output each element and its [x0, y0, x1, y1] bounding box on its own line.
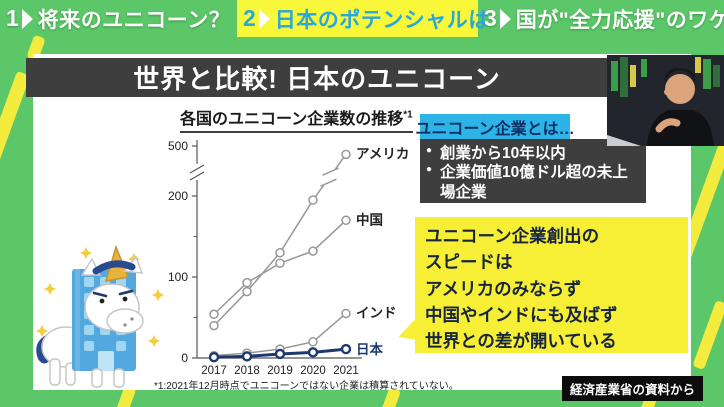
chart-title: 各国のユニコーン企業数の推移*1: [180, 105, 413, 133]
chevron-right-icon: [258, 8, 270, 29]
chevron-right-icon: [499, 8, 511, 29]
stripe-decoration: [692, 300, 724, 370]
svg-text:2019: 2019: [267, 365, 293, 377]
svg-text:100: 100: [168, 270, 188, 284]
presenter-illustration: [607, 55, 724, 146]
svg-text:500: 500: [168, 139, 188, 153]
tab-label: 将来のユニコーン？: [37, 8, 231, 32]
definition-item: 創業から10年以内: [426, 144, 640, 163]
svg-text:200: 200: [168, 189, 188, 203]
tab-future-unicorn[interactable]: 1 将来のユニコーン？: [0, 0, 237, 37]
unicorn-building-icon: [30, 233, 170, 398]
svg-text:日本: 日本: [356, 341, 383, 357]
callout-line: アメリカのみならず: [425, 278, 582, 299]
page-title-bar: 世界と比較! 日本のユニコーン: [26, 58, 608, 97]
tab-number: 3: [484, 5, 497, 31]
tab-number: 2: [243, 5, 256, 31]
callout-line: ユニコーン企業創出の: [425, 226, 600, 246]
page-title: 世界と比較! 日本のユニコーン: [133, 64, 501, 94]
chart-footnote: *1:2021年12月時点でユニコーンではない企業は積算されていない。: [154, 381, 459, 392]
topic-tab-bar: 1 将来のユニコーン？ 2 日本のポテンシャルは 3 国が"全力応援"のワケ: [0, 0, 724, 37]
svg-text:中国: 中国: [356, 211, 383, 227]
tab-government-support[interactable]: 3 国が"全力応援"のワケ: [478, 0, 724, 37]
chart-title-footnote-mark: *1: [403, 109, 413, 121]
source-badge: 経済産業省の資料から: [562, 376, 704, 401]
callout-line: 中国やインドにも及ばず: [425, 304, 618, 325]
tab-japan-potential[interactable]: 2 日本のポテンシャルは: [237, 0, 489, 37]
svg-text:2020: 2020: [300, 365, 326, 377]
definition-list: 創業から10年以内 企業価値10億ドル超の未上場企業: [426, 144, 640, 202]
callout-bubble: ユニコーン企業創出の スピードはアメリカのみならず中国やインドにも及ばず 世界との差…: [415, 217, 688, 353]
svg-text:2021: 2021: [333, 365, 359, 377]
svg-text:2018: 2018: [234, 365, 260, 377]
svg-text:インド: インド: [356, 305, 397, 320]
svg-text:0: 0: [181, 351, 188, 365]
unicorn-count-line-chart: 0 100 200 500 2017 2018 2019 2020 2021 アメリカ中国インド日…: [168, 139, 409, 377]
callout-line: 世界との差が開いている: [425, 331, 617, 351]
definition-header: ユニコーン企業とは…: [415, 114, 575, 139]
presenter-video: [607, 55, 724, 146]
tab-label: 国が"全力応援"のワケ: [515, 8, 724, 32]
callout-line: スピードは: [425, 252, 513, 273]
chevron-right-icon: [21, 8, 33, 29]
svg-text:アメリカ: アメリカ: [356, 146, 409, 161]
svg-text:2017: 2017: [201, 365, 227, 377]
tab-label: 日本のポテンシャルは: [274, 8, 490, 32]
definition-panel: 創業から10年以内 企業価値10億ドル超の未上場企業: [420, 139, 646, 203]
tab-number: 1: [6, 5, 19, 31]
definition-item: 企業価値10億ドル超の未上場企業: [426, 163, 640, 202]
